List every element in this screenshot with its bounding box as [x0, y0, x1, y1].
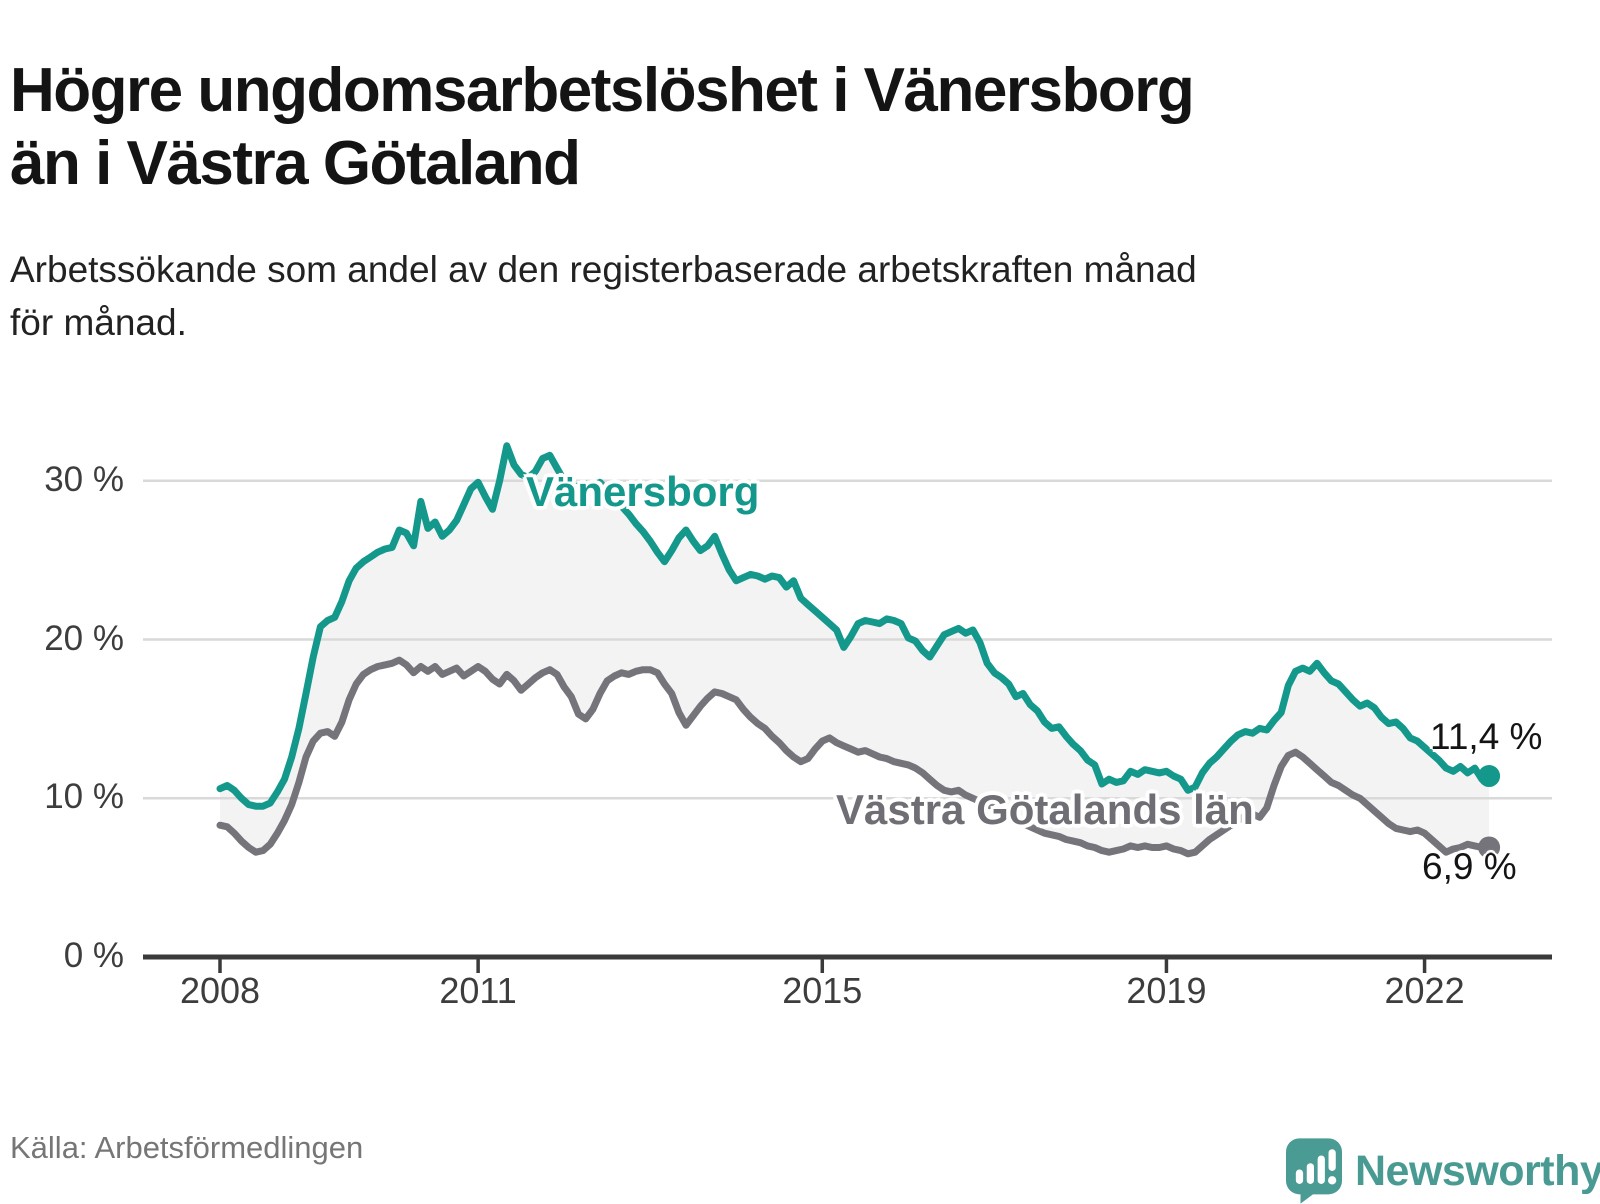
line-vastra-gotalands-lan [216, 656, 1493, 858]
end-dot-vastra-gotalands-lan [1478, 836, 1501, 859]
x-axis-label-2011: 2011 [439, 970, 517, 1011]
line-vanersborg [216, 442, 1493, 810]
end-value-vastra-gotalands-lan: 6,9 % [1422, 846, 1517, 887]
source-text: Källa: Arbetsförmedlingen [10, 1130, 364, 1165]
y-axis-label-10: 10 % [44, 777, 124, 817]
x-axis-label-2015: 2015 [782, 970, 863, 1011]
band-fill [220, 445, 1490, 854]
series-label-vastra-gotalands-lan: Västra Götalands län [836, 786, 1254, 833]
series-label-vanersborg: Vänersborg [526, 468, 760, 515]
end-value-vanersborg: 11,4 % [1430, 716, 1543, 757]
x-axis-label-2022: 2022 [1384, 970, 1465, 1011]
end-dot-vanersborg [1478, 765, 1501, 788]
newsworthy-logo-text: Newsworthy [1355, 1146, 1600, 1195]
x-axis-label-2008: 2008 [179, 970, 261, 1011]
page-title: Högre ungdomsarbetslöshet i Vänersborg än… [10, 55, 1195, 198]
newsworthy-logo-icon [1286, 1138, 1342, 1204]
x-axis-label-2019: 2019 [1126, 970, 1207, 1011]
chart-subtitle: Arbetssökande som andel av den registerb… [10, 249, 1197, 343]
y-axis-label-30: 30 % [44, 459, 124, 499]
newsworthy-logo: Newsworthy [1286, 1138, 1600, 1204]
y-axis-label-0: 0 % [63, 936, 124, 975]
y-axis-label-20: 20 % [44, 618, 124, 658]
